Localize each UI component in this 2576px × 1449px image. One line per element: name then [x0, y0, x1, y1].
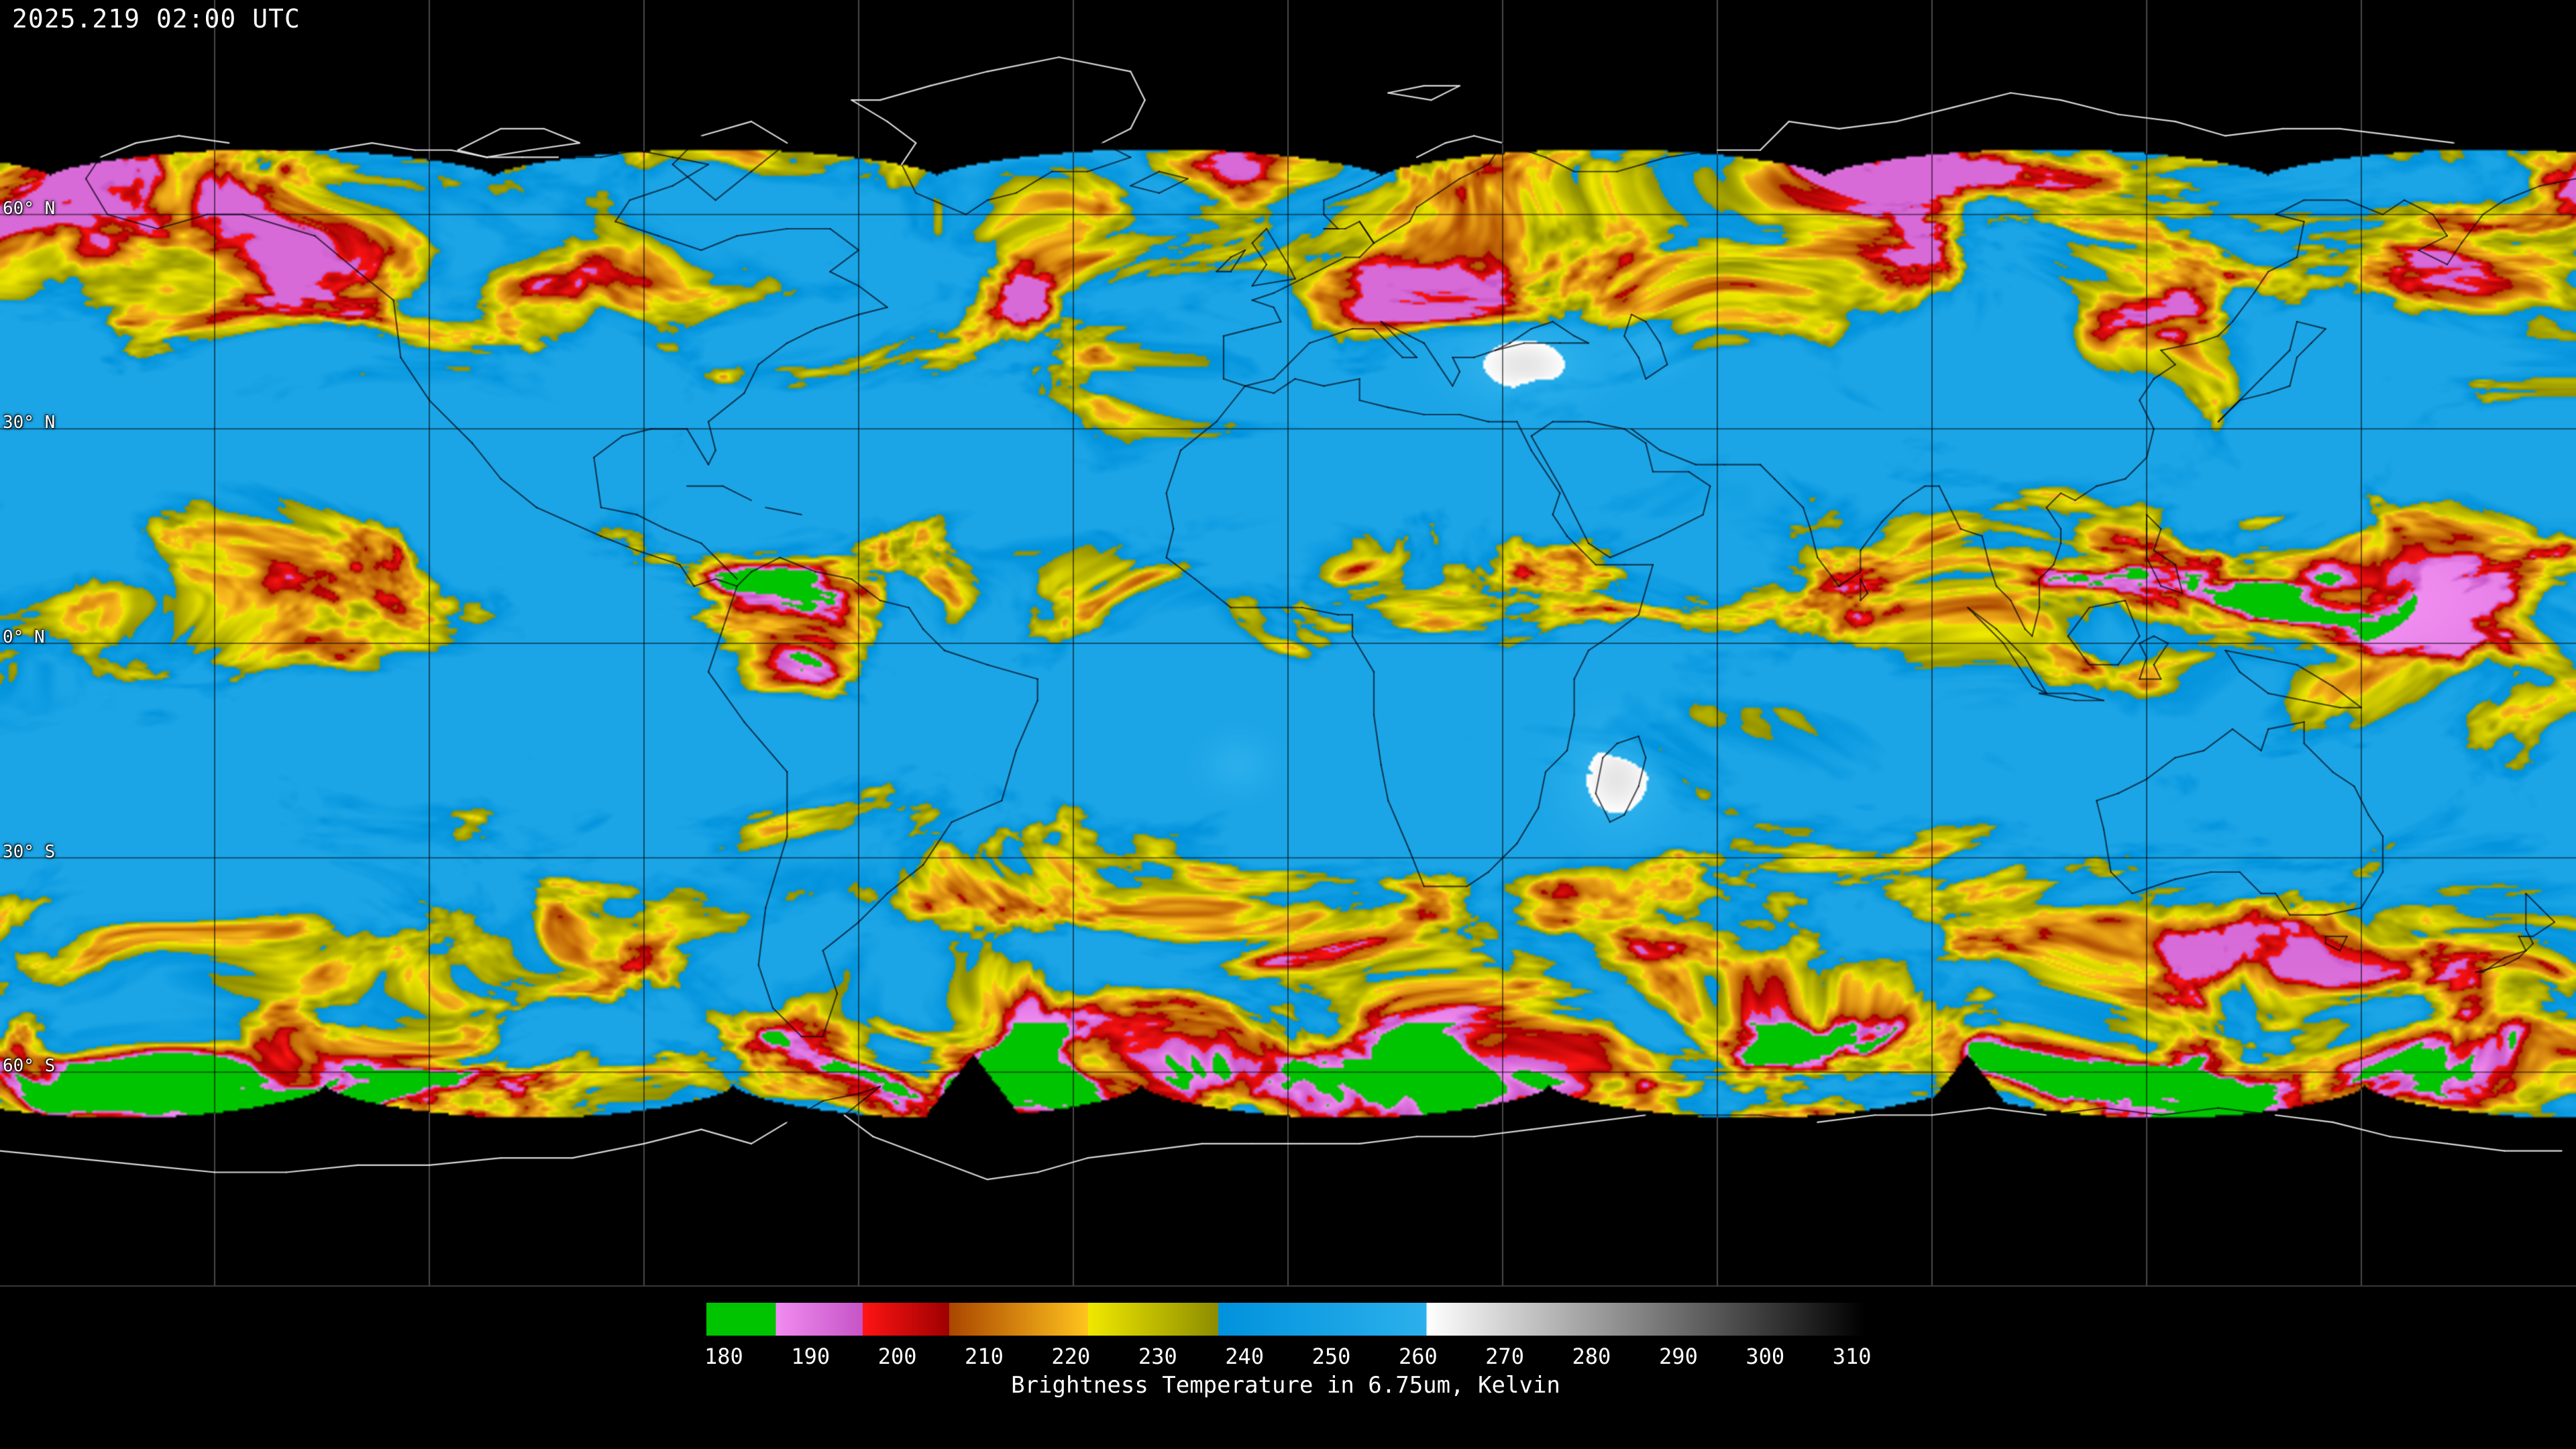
lat-label-0n: 0° N [3, 627, 45, 647]
map-canvas [0, 0, 2576, 1287]
colorbar-tick: 220 [1051, 1344, 1091, 1369]
colorbar-tick: 240 [1225, 1344, 1265, 1369]
colorbar-tick: 210 [965, 1344, 1004, 1369]
lat-label-60s: 60° S [3, 1056, 56, 1076]
colorbar-ticks: 180 190 200 210 220 230 240 250 260 270 … [704, 1336, 1872, 1372]
colorbar-tick: 260 [1398, 1344, 1438, 1369]
colorbar-gradient [706, 1303, 1865, 1336]
colorbar-tick: 300 [1746, 1344, 1785, 1369]
colorbar-tick: 290 [1659, 1344, 1698, 1369]
colorbar-tick: 200 [877, 1344, 917, 1369]
colorbar-tick: 250 [1311, 1344, 1351, 1369]
colorbar-tick: 310 [1832, 1344, 1872, 1369]
colorbar-tick: 280 [1572, 1344, 1611, 1369]
lat-label-60n: 60° N [3, 199, 56, 219]
colorbar-title: Brightness Temperature in 6.75um, Kelvin [1011, 1372, 1560, 1399]
colorbar-tick: 270 [1485, 1344, 1524, 1369]
colorbar-tick: 190 [791, 1344, 830, 1369]
timestamp: 2025.219 02:00 UTC [12, 4, 301, 34]
lat-label-30n: 30° N [3, 413, 56, 433]
lat-label-30s: 30° S [3, 842, 56, 862]
colorbar-tick: 180 [704, 1344, 743, 1369]
colorbar: 180 190 200 210 220 230 240 250 260 270 … [704, 1303, 1872, 1399]
colorbar-tick: 230 [1138, 1344, 1177, 1369]
